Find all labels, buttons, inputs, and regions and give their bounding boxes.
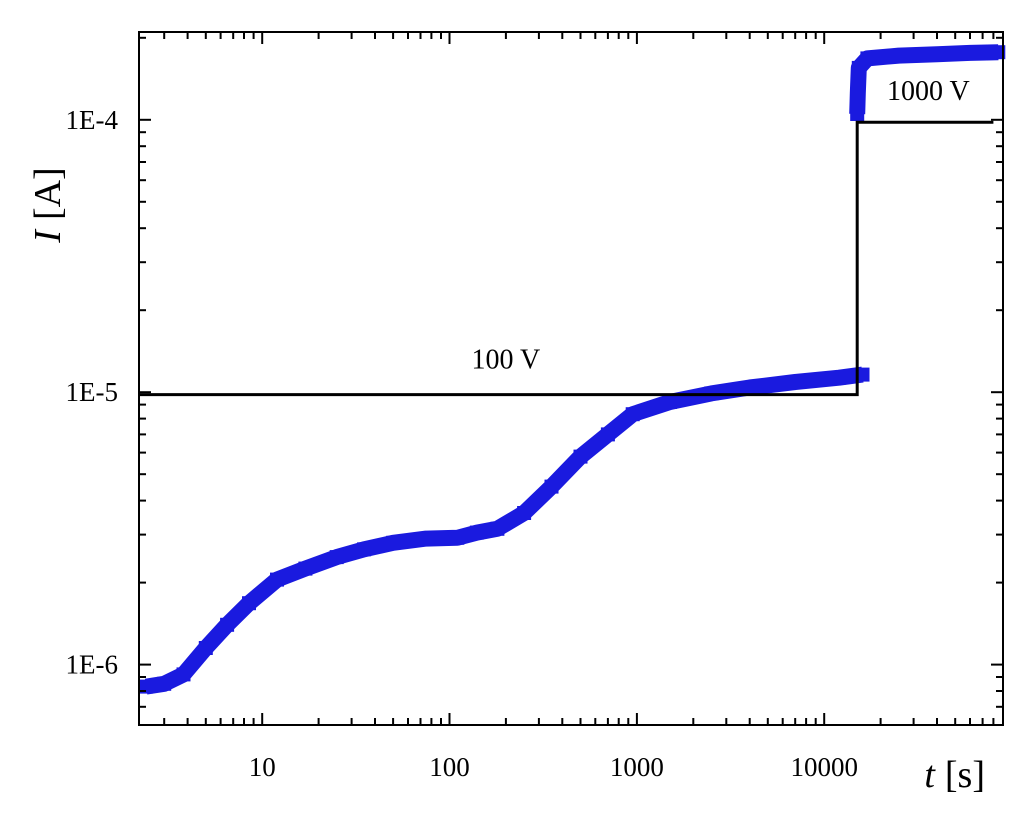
x-tick-label: 10 [249,752,276,782]
voltage-step-line [139,120,994,397]
series-1-point [860,51,875,66]
series-0-point [517,506,532,520]
series-0-point [600,427,615,442]
series-0-point [419,531,434,546]
series-0-point [242,596,256,611]
x-tick-label: 10000 [790,752,858,782]
y-tick-label: 1E-6 [66,650,118,680]
x-tick-label: 1000 [610,752,664,782]
series-0-point [220,617,235,632]
series-0-point [573,449,588,464]
series-0-point [469,525,484,540]
annotations: 100 V 1000 V [472,76,970,375]
series-0-point [832,370,847,385]
x-tick-label: 100 [429,752,470,782]
y-axis-label: I [A] [27,167,69,243]
tick-labels: 10 100 1000 10000 1E-6 1E-5 1E-4 [66,105,858,782]
series-1-point [850,107,865,121]
x-axis-unit: [s] [945,754,985,796]
series-0-point [662,395,677,409]
series-1-point [930,47,944,62]
x-axis-label: t [s] [924,754,985,796]
voltage-annotation: 100 V [472,345,541,376]
y-axis-symbol: I [27,228,69,244]
series-1-point [963,45,977,60]
series-0-point [176,667,191,682]
axis-ticks [139,32,1004,726]
x-axis-symbol: t [924,754,936,796]
series-0-point [544,479,559,494]
series-0-point [625,407,640,422]
series-0-point [450,530,465,545]
voltage-annotation: 1000 V [887,76,970,107]
series-0-point [329,550,344,565]
series-0-point [742,380,757,395]
series-0-point [788,375,803,389]
series-0-point [157,676,172,691]
y-axis-unit: [A] [27,167,69,220]
plot-frame [138,31,1004,726]
series-0-point [490,521,505,536]
series-0-point [198,641,213,655]
series-0-point [270,572,284,587]
chart-marks [139,44,1006,695]
series-0-point [298,561,313,576]
series-0-point [357,542,372,557]
y-tick-label: 1E-4 [66,105,119,135]
y-tick-label: 1E-5 [66,377,118,407]
series-1-point [850,86,865,101]
series-1-point [991,45,1006,60]
series-0-point [855,367,870,382]
series-1-point [891,48,906,63]
series-0-point [386,535,401,550]
